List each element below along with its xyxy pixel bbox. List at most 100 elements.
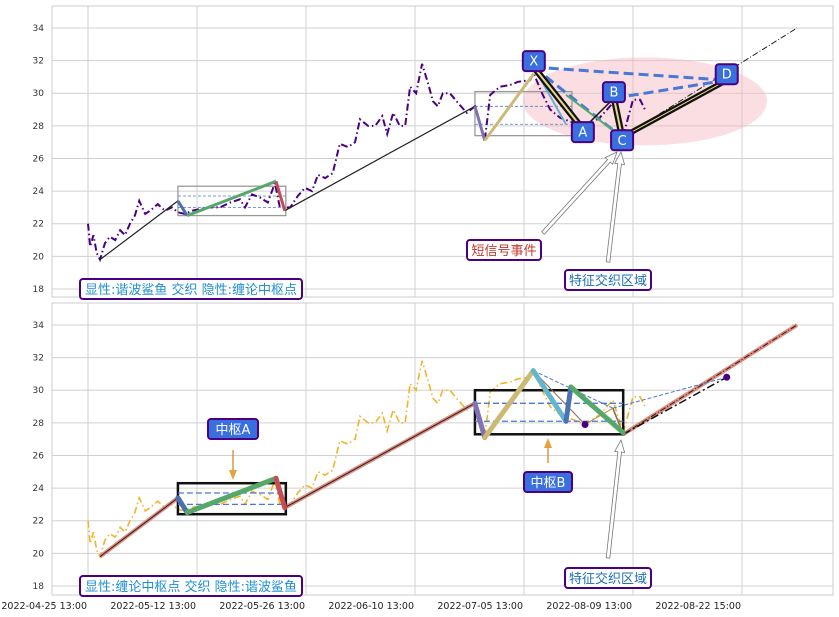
legend-top-box — [79, 278, 303, 300]
zhongshu-segment-2 — [273, 475, 288, 511]
pattern-leg — [621, 79, 727, 138]
trend-line-2 — [284, 105, 476, 212]
trend-line-1 — [99, 200, 179, 261]
trend-line-bottom-core-2 — [622, 324, 798, 435]
short-signal-annotation-box — [466, 239, 542, 261]
trend-line-bottom-core-0 — [99, 497, 179, 558]
feature-zone-annotation-bottom-text: 特征交织区域 — [569, 571, 647, 587]
pattern-label-box — [521, 50, 546, 73]
segment-purple — [473, 105, 487, 141]
legend-bottom-text: 显性:缠论中枢点 交织 隐性:谐波鲨鱼 — [85, 579, 297, 595]
zhongshu-segment-0 — [175, 495, 190, 516]
short-signal-annotation-text: 短信号事件 — [471, 244, 536, 259]
y-tick-label: 20 — [33, 252, 45, 262]
x-tick-label: 2022-08-09 13:00 — [546, 601, 632, 612]
feature-zone-annotation-top-text: 特征交织区域 — [569, 273, 647, 289]
feature-arrow-bottom — [605, 438, 626, 559]
pattern-leg — [533, 66, 584, 130]
pattern-label: C — [618, 134, 627, 149]
y-tick-label: 34 — [33, 24, 45, 34]
x-tick-label: 2022-06-10 13:00 — [328, 601, 414, 612]
feature-zone-annotation-top: 特征交织区域 — [564, 269, 652, 291]
zhongshu-b-label-box — [523, 471, 573, 493]
zhongshu-segment-7 — [568, 384, 626, 436]
pivot-dot — [581, 420, 589, 428]
zhongshu-b-label-text: 中枢B — [531, 476, 566, 491]
pattern-point-x: X — [521, 50, 546, 73]
segment-green — [186, 179, 277, 217]
pattern-label-box — [610, 129, 635, 152]
bottom-panel: 18 20 22 24 26 28 30 32 34 — [33, 302, 834, 596]
pattern-label-box — [714, 63, 739, 86]
segment-tan — [483, 72, 536, 142]
target-dot — [723, 373, 731, 381]
pattern-label: X — [529, 55, 538, 70]
feature-zone-annotation-bottom: 特征交织区域 — [564, 567, 652, 589]
arrow-zhongshu-b-head — [544, 438, 552, 448]
zhongshu-a-label-text: 中枢A — [216, 423, 251, 438]
pattern-point-a: A — [570, 121, 595, 144]
legend-bottom: 显性:缠论中枢点 交织 隐性:谐波鲨鱼 — [79, 575, 303, 597]
x-tick-label: 2022-04-25 13:00 — [1, 601, 87, 612]
y-tick-label: 18 — [33, 582, 45, 592]
legend-bottom-box — [79, 575, 303, 597]
dashed-harmonic-2 — [612, 376, 727, 409]
y-tick-label: 32 — [33, 354, 44, 364]
x-tick-label: 2022-05-26 13:00 — [219, 601, 305, 612]
y-tick-label: 26 — [33, 451, 45, 461]
y-tick-label: 22 — [33, 220, 44, 230]
y-tick-label: 24 — [33, 484, 45, 494]
feature-zone-annotation-bottom-box — [564, 567, 652, 589]
zhongshu-segment-6 — [563, 384, 574, 424]
y-tick-label: 30 — [33, 89, 45, 99]
feature-arrow-top — [605, 150, 626, 263]
xd-dashed-line — [533, 65, 727, 82]
zhongshu-a-label: 中枢A — [207, 418, 259, 440]
legend-top-text: 显性:谐波鲨鱼 交织 隐性:缠论中枢点 — [85, 282, 297, 298]
zhongshu-a-label-box — [207, 418, 259, 440]
arrow-zhongshu-a-head — [229, 470, 237, 480]
legend-top: 显性:谐波鲨鱼 交织 隐性:缠论中枢点 — [79, 278, 303, 300]
zhongshu-b-label: 中枢B — [523, 471, 573, 493]
y-tick-label: 24 — [33, 187, 45, 197]
pattern-point-b: B — [601, 81, 626, 104]
plot-area — [51, 302, 834, 596]
y-tick-label: 18 — [33, 285, 45, 295]
zhongshu-segment-4 — [482, 368, 536, 441]
y-tick-label: 32 — [33, 57, 44, 67]
y-tick-label: 26 — [33, 154, 45, 164]
y-tick-label: 34 — [33, 321, 45, 331]
short-signal-annotation: 短信号事件 — [466, 239, 542, 261]
price-series-bottom — [87, 360, 646, 559]
x-tick-label: 2022-08-22 15:00 — [655, 601, 741, 612]
signal-arrow — [541, 151, 618, 235]
zhongshu-segment-1 — [184, 475, 279, 516]
pattern-label-box — [601, 81, 626, 104]
trend-line-bottom-core-1 — [284, 402, 476, 509]
y-tick-label: 20 — [33, 549, 45, 559]
feature-zone-annotation-top-box — [564, 269, 652, 291]
zhongshu-segment-5 — [530, 368, 569, 424]
thin-harmonic-leg-2 — [584, 407, 614, 425]
segment-red — [274, 180, 287, 212]
pattern-point-c: C — [610, 129, 635, 152]
x-tick-label: 2022-07-05 13:00 — [437, 601, 523, 612]
projection-line-bottom — [622, 376, 728, 435]
y-tick-label: 22 — [33, 517, 44, 527]
price-series-top — [87, 63, 646, 263]
zhongshu-segment-3 — [472, 400, 488, 441]
top-panel: 18 20 22 24 26 28 30 32 34 — [33, 5, 834, 298]
pattern-point-d: D — [714, 63, 739, 86]
y-tick-label: 28 — [33, 122, 45, 132]
pattern-label-box — [570, 121, 595, 144]
pattern-label: D — [722, 68, 732, 83]
segment-blue — [176, 200, 189, 217]
x-tick-label: 2022-05-12 13:00 — [110, 601, 196, 612]
pattern-label: A — [578, 126, 587, 141]
y-tick-label: 28 — [33, 419, 45, 429]
pattern-label: B — [609, 86, 618, 101]
bd-dashed-line — [613, 78, 727, 100]
plot-area — [51, 5, 834, 298]
